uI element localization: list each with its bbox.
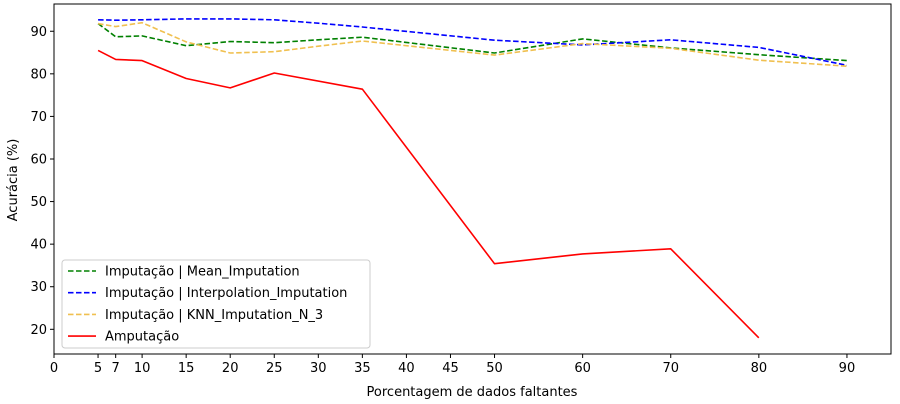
plot-area: [53, 3, 892, 355]
x-tick-label: 45: [442, 361, 459, 376]
x-tick-label: 90: [839, 361, 856, 376]
x-tick-label: 15: [178, 361, 195, 376]
x-tick-label: 25: [266, 361, 283, 376]
legend-label-4: Amputação: [105, 330, 179, 345]
x-tick-label: 30: [310, 361, 327, 376]
legend-label-3: Imputação | KNN_Imputation_N_3: [105, 308, 323, 323]
legend: Imputação | Mean_Imputation Imputação | I…: [61, 259, 371, 349]
legend-box: [61, 259, 371, 349]
y-tick-label: 40: [30, 238, 47, 253]
x-tick-label: 40: [398, 361, 415, 376]
series-line-2: [98, 18, 848, 67]
y-tick-label: 70: [30, 110, 47, 125]
y-axis: 20 30 40 50 60 70 80 90: [30, 25, 54, 338]
y-axis-title: Acurácia (%): [6, 139, 21, 222]
series-line-3: [97, 21, 847, 67]
x-axis: 0 5 7 10 15 20 25 30 35 40 45 50 60 70 80 90: [50, 354, 855, 376]
legend-label-2: Imputação | Interpolation_Imputation: [105, 286, 347, 301]
x-tick-label: 35: [354, 361, 371, 376]
x-tick-label: 70: [662, 361, 679, 376]
x-tick-label: 80: [751, 361, 768, 376]
x-axis-title: Porcentagem de dados faltantes: [367, 385, 578, 400]
x-tick-label: 10: [134, 361, 151, 376]
y-tick-label: 80: [30, 67, 47, 82]
y-tick-label: 90: [30, 25, 47, 40]
y-tick-label: 50: [30, 195, 47, 210]
legend-label-1: Imputação | Mean_Imputation: [105, 265, 300, 280]
x-tick-label: 7: [112, 361, 120, 376]
x-tick-label: 0: [50, 361, 58, 376]
y-tick-label: 30: [30, 280, 47, 295]
x-tick-label: 50: [486, 361, 503, 376]
x-tick-label: 60: [574, 361, 591, 376]
series-line-4: [97, 49, 760, 339]
series-line-1: [97, 22, 847, 62]
y-tick-label: 60: [30, 152, 47, 167]
plot-frame: [53, 3, 892, 355]
x-tick-label: 5: [94, 361, 102, 376]
y-tick-label: 20: [30, 323, 47, 338]
x-tick-label: 20: [222, 361, 239, 376]
